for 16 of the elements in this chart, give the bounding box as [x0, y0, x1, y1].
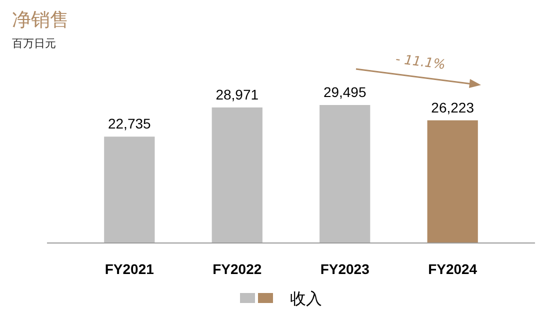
bar — [104, 136, 155, 243]
chart-subtitle: 百万日元 — [12, 37, 56, 50]
legend-label: 收入 — [290, 289, 322, 308]
data-label: 22,735 — [108, 116, 152, 132]
x-tick-label: FY2024 — [428, 261, 478, 277]
data-label: 26,223 — [431, 99, 474, 116]
x-tick-label: FY2021 — [104, 261, 154, 277]
x-tick-label: FY2023 — [320, 261, 370, 277]
data-label: 29,495 — [323, 84, 366, 100]
bar — [427, 120, 478, 243]
text: - 11.1% — [394, 52, 446, 74]
chart-title: 净销售 — [12, 9, 69, 31]
bar — [212, 107, 262, 243]
x-tick-label: FY2022 — [212, 261, 262, 277]
data-label: 28,971 — [216, 86, 259, 102]
bar — [320, 105, 370, 243]
